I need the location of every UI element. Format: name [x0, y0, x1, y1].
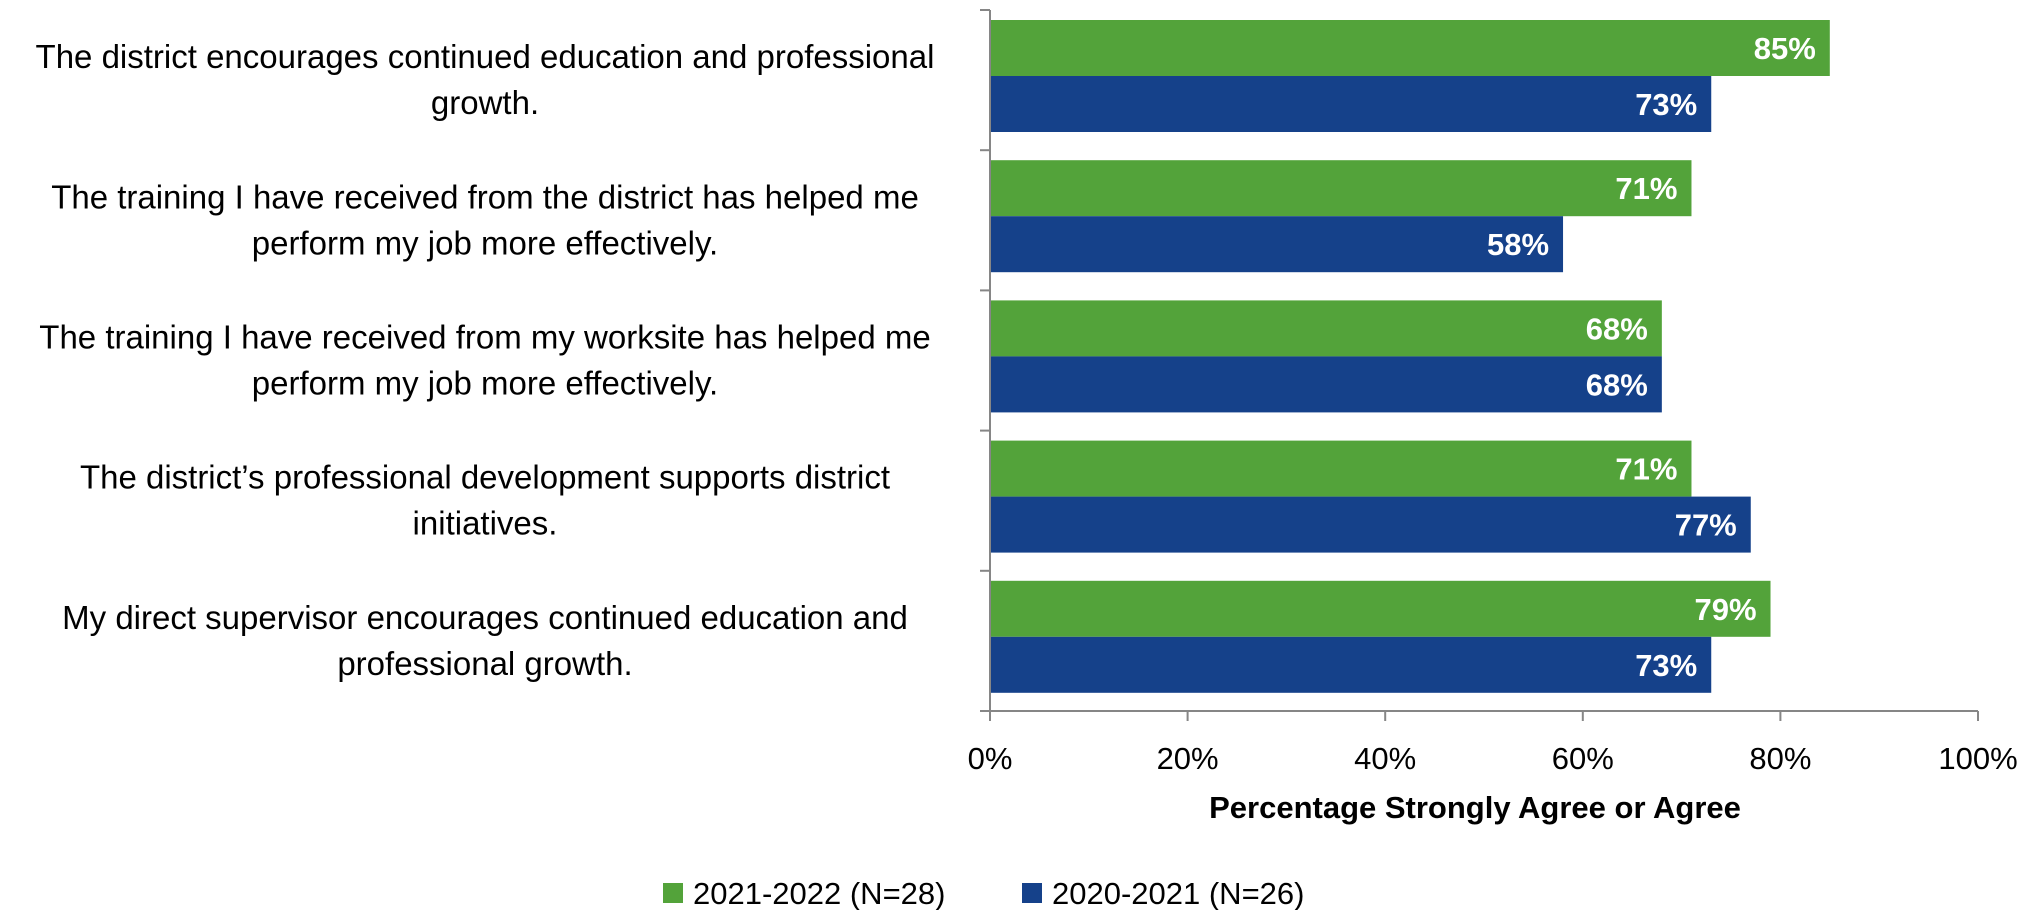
x-axis-title: Percentage Strongly Agree or Agree [1209, 790, 1741, 825]
bar-series-2 [990, 636, 1712, 693]
data-label: 68% [1586, 311, 1648, 346]
x-tick-label: 0% [968, 741, 1013, 776]
legend-label: 2020-2021 (N=26) [1052, 876, 1304, 910]
x-tick-label: 60% [1552, 741, 1614, 776]
bar-series-1 [990, 160, 1692, 217]
bar-series-1 [990, 20, 1830, 76]
legend: 2021-2022 (N=28) 2020-2021 (N=26) [663, 876, 1304, 910]
bars: 85% 73% 71% 58% 68% 68% 71% 77% 79% 73% [990, 20, 1830, 693]
bar-series-2 [990, 216, 1564, 273]
category-label: The training I have received from my wor… [39, 319, 930, 402]
x-tick-label: 20% [1157, 741, 1219, 776]
legend-swatch [1022, 883, 1042, 903]
data-label: 79% [1694, 592, 1756, 627]
category-label: The district’s professional development … [80, 459, 890, 542]
x-tick-label: 40% [1354, 741, 1416, 776]
bar-series-2 [990, 496, 1751, 553]
x-tick-label: 80% [1749, 741, 1811, 776]
category-labels: The district encourages continued educat… [36, 38, 935, 682]
legend-label: 2021-2022 (N=28) [693, 876, 945, 910]
bar-series-1 [990, 300, 1662, 357]
category-label: The training I have received from the di… [51, 178, 919, 261]
data-label: 73% [1635, 87, 1697, 122]
data-label: 71% [1615, 452, 1677, 487]
data-label: 71% [1615, 171, 1677, 206]
legend-swatch [663, 883, 683, 903]
x-axis: 0% 20% 40% 60% 80% 100% [968, 9, 2018, 776]
bar-series-2 [990, 76, 1712, 132]
category-label: My direct supervisor encourages continue… [62, 599, 908, 682]
x-tick-label: 100% [1938, 741, 2017, 776]
category-label: The district encourages continued educat… [36, 38, 935, 121]
data-label: 73% [1635, 648, 1697, 683]
data-label: 58% [1487, 227, 1549, 262]
bar-series-1 [990, 440, 1692, 497]
data-label: 68% [1586, 367, 1648, 402]
data-label: 77% [1675, 508, 1737, 543]
bar-series-1 [990, 580, 1771, 637]
bar-series-2 [990, 356, 1662, 413]
data-label: 85% [1754, 31, 1816, 66]
